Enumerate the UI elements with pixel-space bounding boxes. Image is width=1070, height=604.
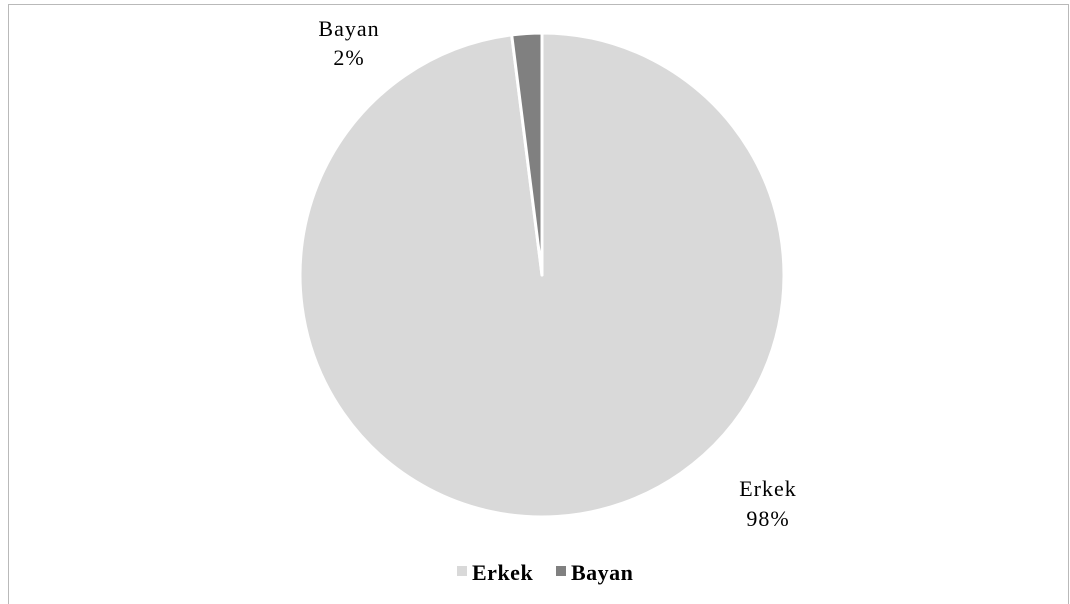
pie-slices: [298, 31, 786, 519]
data-label-bayan-percent: 2%: [333, 45, 364, 70]
legend: Erkek Bayan: [457, 560, 633, 585]
data-label-erkek-percent: 98%: [746, 506, 789, 531]
pie-slice-bayan: [510, 31, 544, 277]
legend-swatch-bayan: [556, 566, 566, 576]
legend-label-bayan: Bayan: [571, 560, 633, 585]
legend-swatch-erkek: [457, 566, 467, 576]
data-label-bayan-category: Bayan: [318, 16, 379, 41]
data-label-erkek-category: Erkek: [739, 476, 797, 501]
legend-label-erkek: Erkek: [472, 560, 533, 585]
